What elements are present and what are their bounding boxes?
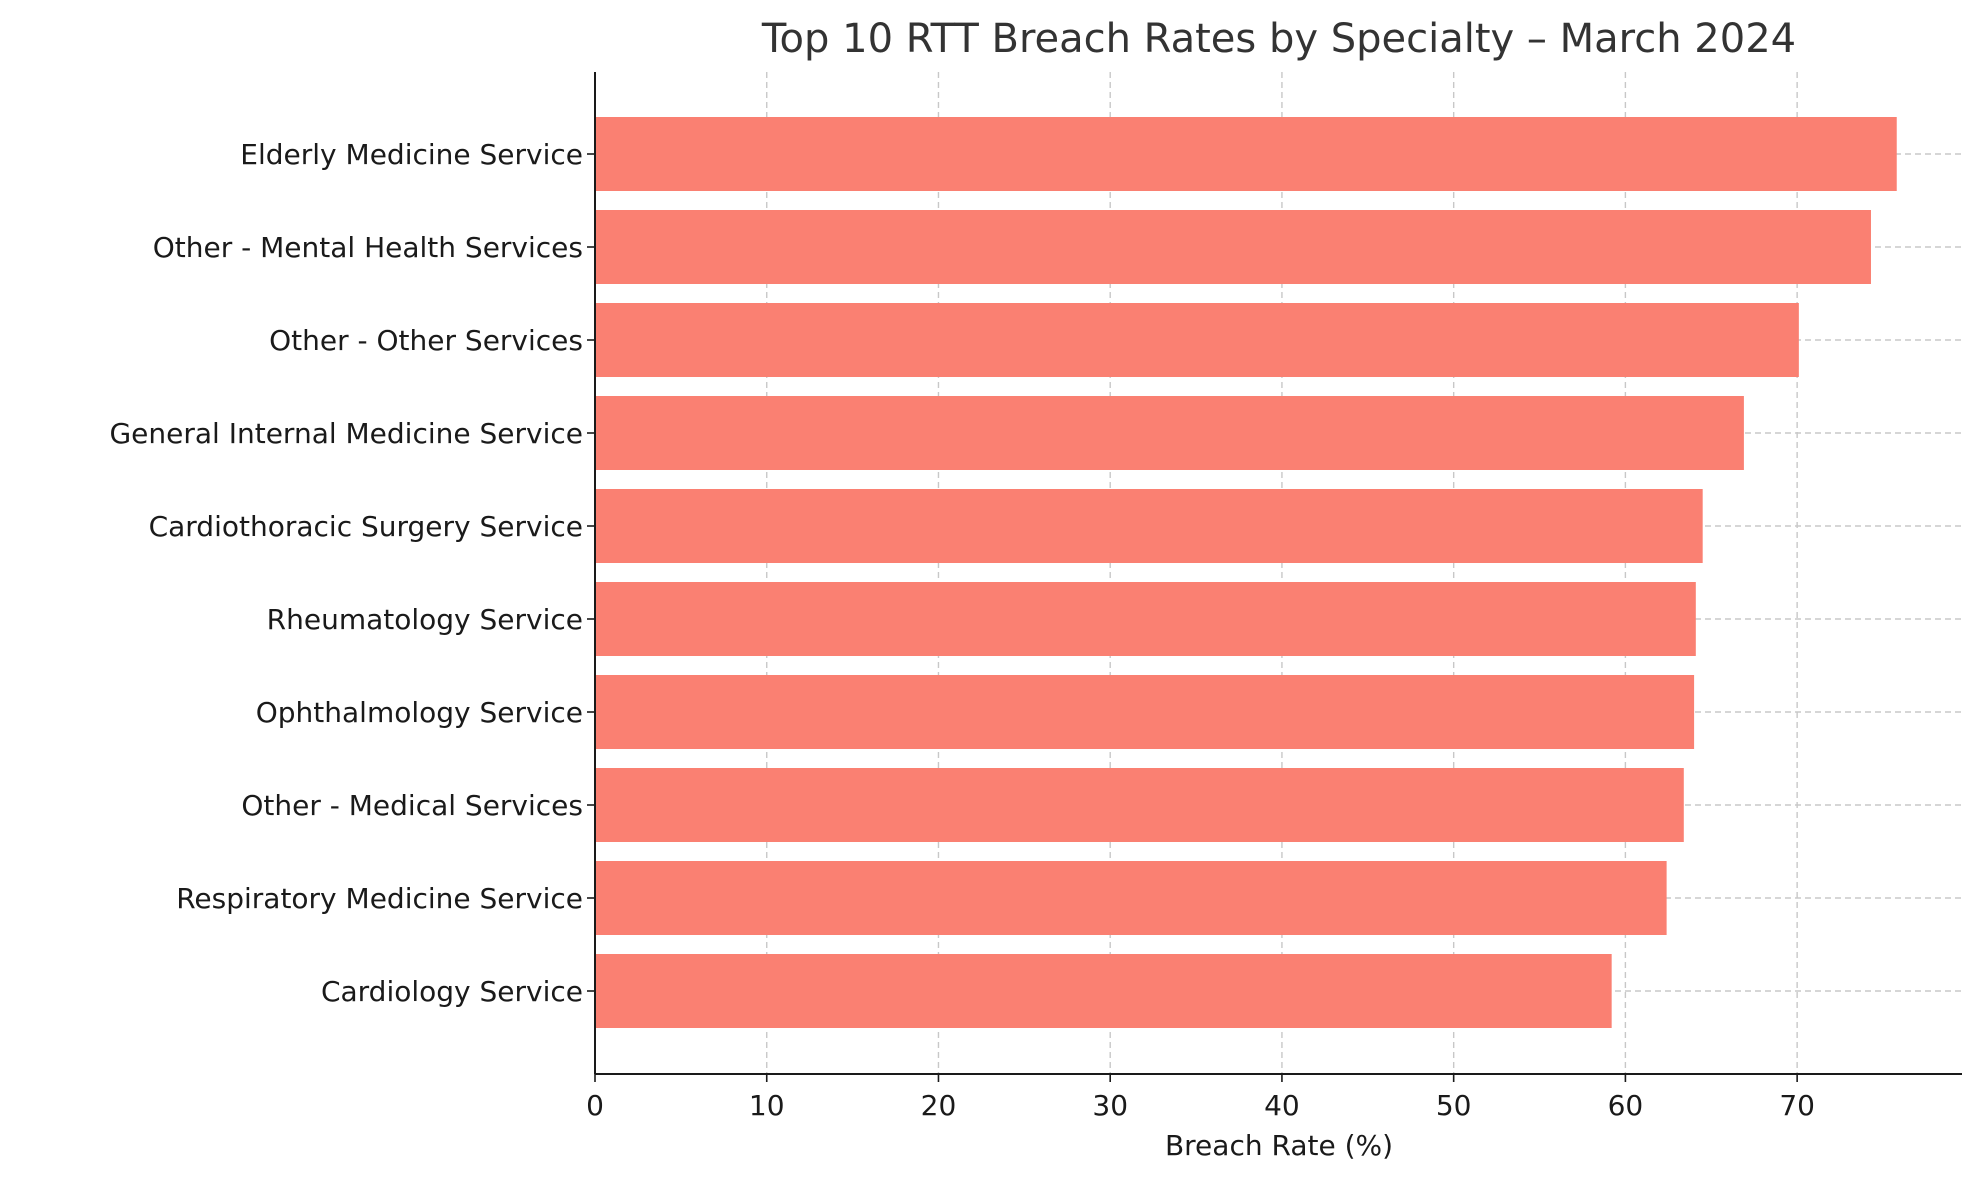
x-tick-label: 0 <box>586 1089 604 1122</box>
bars <box>595 117 1897 1028</box>
bar <box>595 582 1696 656</box>
chart-title: Top 10 RTT Breach Rates by Specialty – M… <box>761 16 1796 62</box>
y-tick-label: Other - Medical Services <box>241 789 583 822</box>
y-tick-label: General Internal Medicine Service <box>109 417 583 450</box>
x-tick-label: 70 <box>1779 1089 1815 1122</box>
bar <box>595 303 1799 377</box>
bar <box>595 768 1684 842</box>
y-tick-label: Other - Mental Health Services <box>153 231 583 264</box>
y-tick-label: Cardiothoracic Surgery Service <box>149 510 583 543</box>
bar <box>595 210 1871 284</box>
x-tick-label: 10 <box>749 1089 785 1122</box>
x-tick-label: 60 <box>1608 1089 1644 1122</box>
bar <box>595 954 1612 1028</box>
x-tick-label: 50 <box>1436 1089 1472 1122</box>
y-tick-label: Other - Other Services <box>269 324 583 357</box>
y-tick-label: Elderly Medicine Service <box>240 138 583 171</box>
x-tick-label: 40 <box>1264 1089 1300 1122</box>
y-tick-labels: Elderly Medicine Service Other - Mental H… <box>109 138 595 1008</box>
x-tick-label: 20 <box>921 1089 957 1122</box>
y-tick-label: Ophthalmology Service <box>256 696 583 729</box>
bar <box>595 675 1695 749</box>
y-tick-label: Rheumatology Service <box>267 603 583 636</box>
x-tick-labels: 0 10 20 30 40 50 60 70 <box>586 1074 1815 1122</box>
bar <box>595 489 1703 563</box>
y-tick-label: Respiratory Medicine Service <box>176 882 583 915</box>
y-tick-label: Cardiology Service <box>321 975 583 1008</box>
axes <box>594 72 1962 1075</box>
bar <box>595 117 1897 191</box>
bar <box>595 396 1744 470</box>
bar <box>595 861 1667 935</box>
x-tick-label: 30 <box>1092 1089 1128 1122</box>
x-axis-label: Breach Rate (%) <box>1165 1129 1393 1162</box>
